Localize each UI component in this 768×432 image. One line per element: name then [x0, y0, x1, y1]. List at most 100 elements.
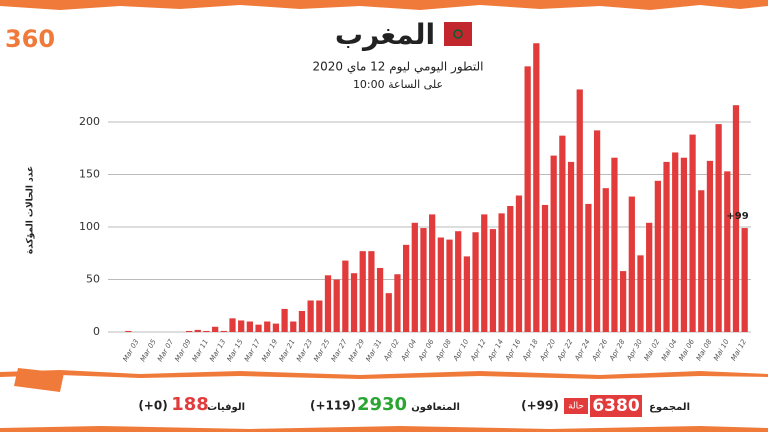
recovered-label: المتعافون: [411, 402, 460, 413]
bar: [533, 43, 540, 332]
bar: [585, 203, 592, 332]
bar: [489, 229, 497, 332]
x-tick-label: Mar 31: [364, 338, 383, 363]
flag: [444, 22, 472, 46]
bar: [680, 157, 688, 332]
x-tick-label: Mai 12: [729, 338, 748, 363]
chart-title: المغرب: [335, 18, 435, 51]
subtitle: التطور اليومي ليوم 12 ماي 2020: [313, 60, 484, 75]
x-tick-label: Apr 20: [538, 338, 557, 363]
y-tick-label: 200: [79, 115, 100, 128]
y-tick-label: 100: [79, 220, 100, 233]
bar: [229, 318, 236, 332]
flag-star: [453, 29, 463, 39]
x-tick-label: Apr 04: [399, 338, 418, 363]
bar: [611, 157, 618, 332]
bar: [246, 321, 253, 332]
bar: [290, 321, 297, 332]
deaths-value: 188: [171, 394, 209, 415]
recovered-change: (+119): [310, 399, 356, 413]
x-tick-label: Apr 02: [382, 338, 401, 363]
bar: [706, 160, 714, 332]
bar: [463, 256, 471, 332]
x-tick-label: Apr 28: [608, 338, 627, 363]
bar: [324, 275, 332, 332]
x-tick-label: Apr 22: [555, 338, 574, 363]
x-tick-label: Apr 06: [417, 338, 436, 363]
bar: [567, 161, 575, 332]
bar: [602, 188, 609, 332]
bar: [524, 66, 531, 332]
bar: [203, 330, 210, 332]
bar: [455, 231, 462, 332]
total-change: (+99): [521, 399, 559, 413]
bar: [359, 251, 366, 332]
bar: [507, 206, 514, 332]
bar: [698, 190, 705, 332]
bar: [715, 124, 722, 332]
x-tick-label: Apr 08: [434, 338, 453, 363]
x-tick-label: Apr 16: [503, 338, 522, 363]
footer-strip: [0, 370, 768, 379]
footer: المجموع 6380 حالة (+99) المتعافون 2930 (…: [138, 394, 690, 417]
bar: [376, 267, 384, 332]
total-box: [590, 395, 642, 417]
bar: [437, 237, 444, 332]
total-value: 6380: [592, 396, 639, 416]
bar: [481, 214, 488, 332]
bar: [515, 195, 523, 332]
x-tick-label: Apr 10: [451, 338, 470, 363]
bar: [628, 196, 635, 332]
bar: [732, 105, 740, 332]
bar: [342, 260, 349, 332]
bar: [238, 320, 245, 332]
x-tick-label: Apr 24: [573, 338, 592, 363]
unit-box: [564, 398, 588, 414]
deaths-change: (+0): [138, 399, 167, 413]
total-unit: حالة: [568, 402, 584, 412]
bar: [541, 204, 549, 332]
bar: [593, 130, 601, 332]
bar: [620, 271, 627, 332]
recovered-value: 2930: [357, 394, 407, 415]
bar: [741, 228, 748, 332]
y-tick-label: 150: [79, 168, 100, 181]
bar: [298, 311, 306, 332]
annotation: +99: [726, 211, 748, 222]
bar: [212, 326, 219, 332]
bar: [654, 180, 661, 332]
top-strip: [0, 0, 768, 10]
bar: [281, 308, 288, 332]
subtitle-time: على الساعة 10:00: [353, 78, 443, 91]
bar: [724, 171, 731, 332]
bar: [411, 222, 418, 332]
bar: [125, 330, 132, 332]
x-tick-label: Apr 12: [469, 338, 488, 363]
bar: [272, 323, 280, 332]
bar: [559, 135, 566, 332]
bar: [220, 330, 227, 332]
bar: [672, 152, 679, 332]
bar: [264, 321, 271, 332]
bar: [420, 228, 427, 332]
y-tick-label: 50: [86, 273, 100, 286]
deaths-label: الوفيات: [207, 402, 245, 413]
bar: [194, 329, 201, 332]
y-axis-label: عدد الحالات المؤكدة: [26, 166, 36, 254]
y-tick-label: 0: [93, 325, 100, 338]
bar: [255, 324, 262, 332]
bar: [429, 214, 436, 332]
x-tick-label: Apr 26: [590, 338, 609, 363]
bar: [402, 244, 410, 332]
bar: [368, 251, 375, 332]
total-label: المجموع: [649, 402, 690, 413]
x-tick-label: Apr 14: [486, 338, 505, 363]
bar: [689, 134, 696, 332]
bar: [446, 239, 453, 332]
bar: [550, 155, 557, 332]
bar: [350, 273, 358, 332]
x-tick-label: Mai 04: [660, 338, 679, 362]
bar: [333, 279, 340, 332]
bar: [472, 232, 479, 332]
